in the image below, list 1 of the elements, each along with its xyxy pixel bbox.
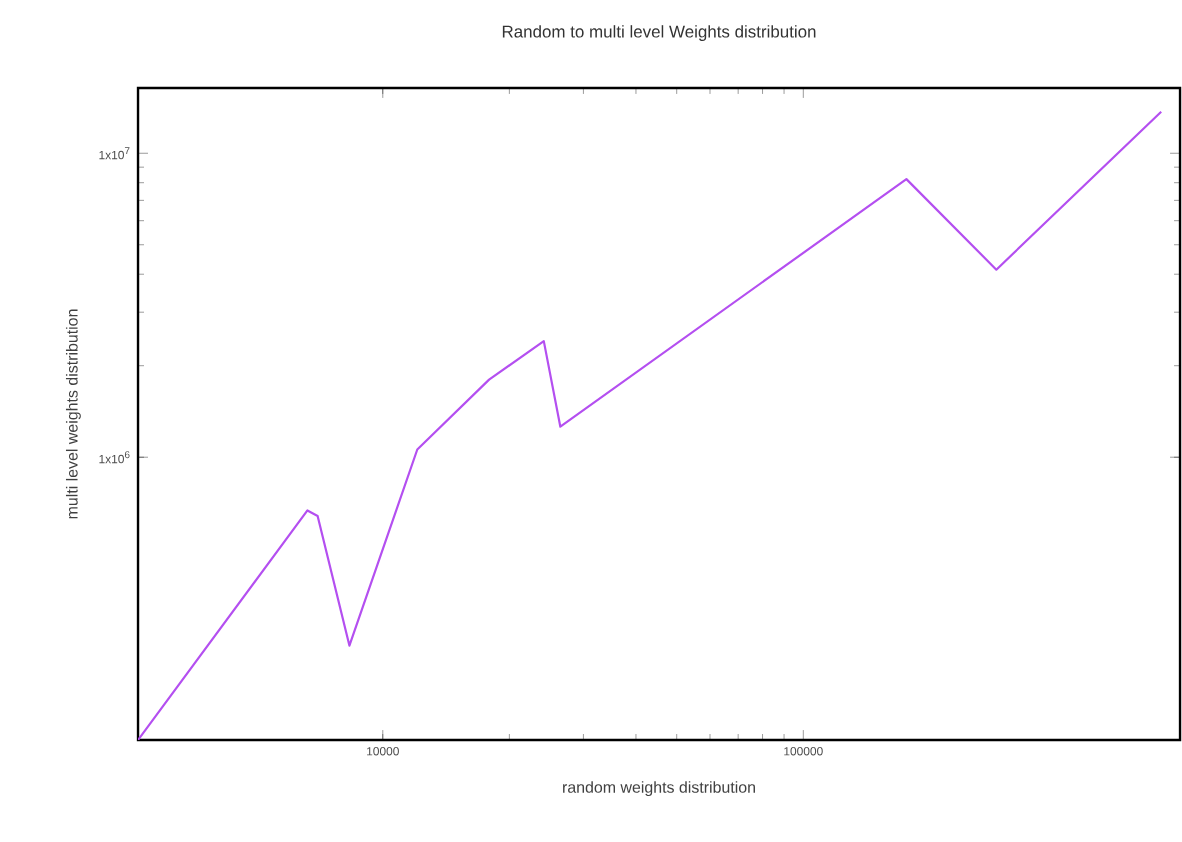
chart-title: Random to multi level Weights distribution bbox=[502, 25, 816, 41]
